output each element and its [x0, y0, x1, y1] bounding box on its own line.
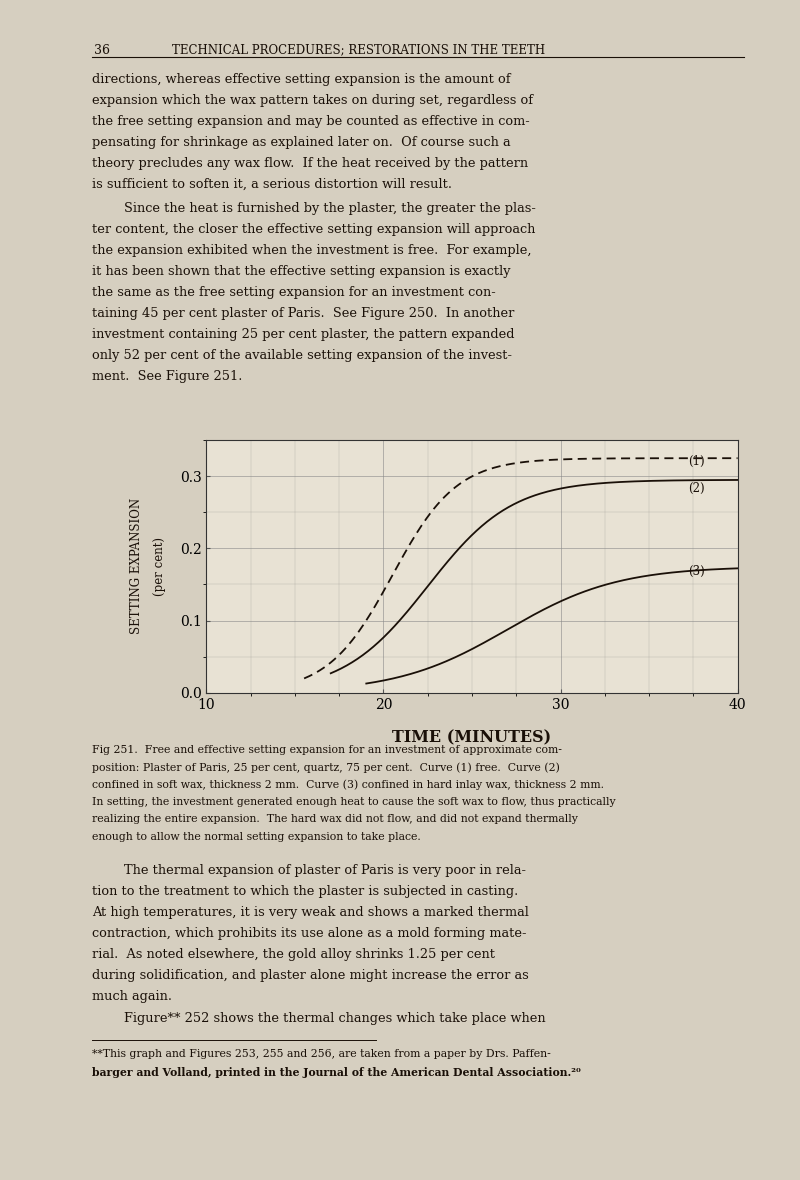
Text: investment containing 25 per cent plaster, the pattern expanded: investment containing 25 per cent plaste… — [92, 328, 514, 341]
Text: ment.  See Figure 251.: ment. See Figure 251. — [92, 369, 242, 382]
Text: realizing the entire expansion.  The hard wax did not flow, and did not expand t: realizing the entire expansion. The hard… — [92, 814, 578, 825]
Text: the expansion exhibited when the investment is free.  For example,: the expansion exhibited when the investm… — [92, 243, 531, 256]
Text: Figure** 252 shows the thermal changes which take place when: Figure** 252 shows the thermal changes w… — [124, 1011, 546, 1024]
Text: ter content, the closer the effective setting expansion will approach: ter content, the closer the effective se… — [92, 223, 535, 236]
Text: The thermal expansion of plaster of Paris is very poor in rela-: The thermal expansion of plaster of Pari… — [124, 864, 526, 877]
Text: rial.  As noted elsewhere, the gold alloy shrinks 1.25 per cent: rial. As noted elsewhere, the gold alloy… — [92, 948, 495, 961]
Text: TECHNICAL PROCEDURES; RESTORATIONS IN THE TEETH: TECHNICAL PROCEDURES; RESTORATIONS IN TH… — [172, 44, 545, 57]
Text: (1): (1) — [688, 455, 705, 468]
Text: expansion which the wax pattern takes on during set, regardless of: expansion which the wax pattern takes on… — [92, 94, 533, 107]
Text: taining 45 per cent plaster of Paris.  See Figure 250.  In another: taining 45 per cent plaster of Paris. Se… — [92, 307, 514, 320]
Text: enough to allow the normal setting expansion to take place.: enough to allow the normal setting expan… — [92, 832, 421, 841]
Text: 36: 36 — [94, 44, 110, 57]
Text: the same as the free setting expansion for an investment con-: the same as the free setting expansion f… — [92, 286, 496, 299]
Text: only 52 per cent of the available setting expansion of the invest-: only 52 per cent of the available settin… — [92, 348, 512, 361]
Text: theory precludes any wax flow.  If the heat received by the pattern: theory precludes any wax flow. If the he… — [92, 157, 528, 170]
Text: TIME (MINUTES): TIME (MINUTES) — [393, 729, 551, 746]
Text: pensating for shrinkage as explained later on.  Of course such a: pensating for shrinkage as explained lat… — [92, 136, 510, 149]
Text: At high temperatures, it is very weak and shows a marked thermal: At high temperatures, it is very weak an… — [92, 905, 529, 918]
Text: barger and Volland, printed in the Journal of the American Dental Association.²⁰: barger and Volland, printed in the Journ… — [92, 1067, 581, 1077]
Text: (2): (2) — [688, 481, 705, 494]
Text: (3): (3) — [688, 565, 705, 578]
Text: SETTING EXPANSION: SETTING EXPANSION — [130, 498, 142, 635]
Text: confined in soft wax, thickness 2 mm.  Curve (3) confined in hard inlay wax, thi: confined in soft wax, thickness 2 mm. Cu… — [92, 780, 604, 791]
Text: contraction, which prohibits its use alone as a mold forming mate-: contraction, which prohibits its use alo… — [92, 926, 526, 939]
Text: directions, whereas effective setting expansion is the amount of: directions, whereas effective setting ex… — [92, 73, 510, 86]
Text: the free setting expansion and may be counted as effective in com-: the free setting expansion and may be co… — [92, 116, 530, 129]
Text: In setting, the investment generated enough heat to cause the soft wax to flow, : In setting, the investment generated eno… — [92, 796, 616, 807]
Text: is sufficient to soften it, a serious distortion will result.: is sufficient to soften it, a serious di… — [92, 178, 452, 191]
Text: tion to the treatment to which the plaster is subjected in casting.: tion to the treatment to which the plast… — [92, 885, 518, 898]
Text: (per cent): (per cent) — [154, 537, 166, 596]
Text: it has been shown that the effective setting expansion is exactly: it has been shown that the effective set… — [92, 264, 510, 277]
Text: during solidification, and plaster alone might increase the error as: during solidification, and plaster alone… — [92, 969, 529, 982]
Text: **This graph and Figures 253, 255 and 256, are taken from a paper by Drs. Paffen: **This graph and Figures 253, 255 and 25… — [92, 1049, 550, 1060]
Text: Since the heat is furnished by the plaster, the greater the plas-: Since the heat is furnished by the plast… — [124, 202, 536, 215]
Text: much again.: much again. — [92, 990, 172, 1003]
Text: Fig 251.  Free and effective setting expansion for an investment of approximate : Fig 251. Free and effective setting expa… — [92, 745, 562, 754]
Text: position: Plaster of Paris, 25 per cent, quartz, 75 per cent.  Curve (1) free.  : position: Plaster of Paris, 25 per cent,… — [92, 762, 560, 773]
